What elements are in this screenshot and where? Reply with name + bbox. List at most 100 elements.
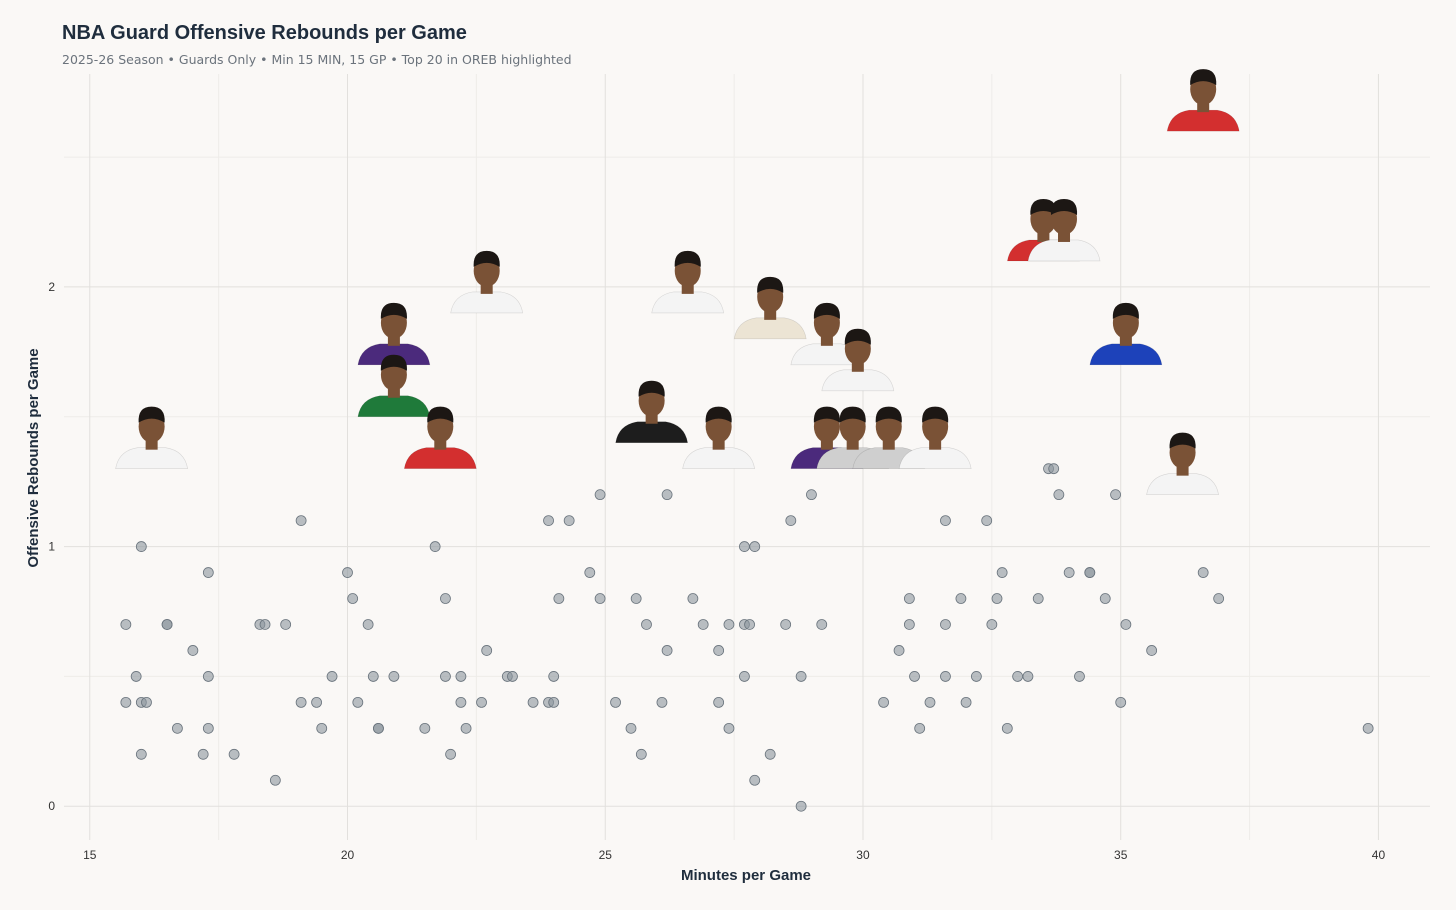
data-point: [749, 541, 761, 552]
highlighted-player-avatar: [898, 406, 972, 469]
data-point: [362, 619, 374, 630]
data-point: [739, 671, 750, 682]
hair-shape: [875, 406, 902, 423]
y-tick-label: 1: [48, 540, 55, 554]
highlighted-player-avatar: [450, 250, 524, 314]
neck-shape: [929, 440, 942, 450]
data-point: [429, 541, 441, 552]
hair-shape: [473, 250, 500, 267]
data-point: [172, 722, 183, 734]
data-point: [311, 696, 322, 708]
data-point: [476, 696, 487, 708]
data-point: [1063, 567, 1075, 578]
jersey-shape: [403, 447, 477, 469]
neck-shape: [387, 336, 400, 346]
data-point: [903, 593, 915, 604]
jersey-shape: [1027, 239, 1101, 262]
data-point: [1012, 671, 1024, 682]
hair-shape: [757, 276, 784, 293]
data-point: [135, 748, 147, 760]
data-point: [553, 593, 565, 604]
data-point: [295, 515, 307, 527]
data-point: [347, 593, 359, 604]
neck-shape: [681, 284, 694, 294]
hair-shape: [138, 406, 165, 423]
highlighted-player-avatar: [651, 250, 725, 314]
neck-shape: [1197, 103, 1210, 113]
data-point: [981, 515, 993, 527]
data-point: [785, 515, 797, 527]
hair-shape: [813, 406, 840, 423]
hair-shape: [427, 406, 454, 423]
data-point: [630, 593, 642, 604]
highlighted-player-avatar: [1146, 432, 1219, 495]
data-point: [316, 722, 328, 734]
data-point: [367, 671, 379, 682]
highlighted-player-avatar: [357, 354, 431, 418]
data-point: [780, 619, 792, 630]
data-point: [991, 593, 1003, 604]
data-point: [295, 696, 307, 708]
x-tick-label: 20: [341, 848, 355, 862]
data-point: [764, 748, 776, 760]
jersey-shape: [615, 421, 688, 444]
jersey-shape: [357, 343, 431, 366]
data-point: [460, 722, 472, 734]
data-point: [744, 619, 755, 630]
y-tick-label: 2: [48, 280, 55, 294]
data-point: [548, 696, 560, 708]
neck-shape: [1058, 232, 1071, 242]
grid-layer: [64, 74, 1430, 840]
data-point: [440, 671, 451, 682]
data-point: [1197, 567, 1209, 578]
data-point: [280, 619, 292, 630]
data-point: [713, 645, 725, 656]
data-point: [1048, 463, 1060, 475]
data-point: [661, 645, 673, 656]
data-point: [1120, 619, 1132, 630]
data-point: [197, 748, 209, 760]
data-point: [1001, 722, 1013, 734]
data-point: [161, 619, 173, 630]
jersey-shape: [682, 447, 756, 469]
data-point: [202, 567, 214, 578]
x-axis-title: Minutes per Game: [681, 867, 811, 884]
hair-shape: [813, 302, 840, 319]
data-point: [903, 619, 915, 630]
data-point: [610, 696, 621, 708]
data-point: [1032, 593, 1044, 604]
data-point: [713, 696, 725, 708]
x-tick-label: 40: [1372, 848, 1386, 862]
data-point: [120, 619, 132, 630]
data-point: [1099, 593, 1111, 604]
x-tick-label: 25: [599, 848, 613, 862]
data-point: [202, 722, 214, 734]
data-point: [940, 515, 951, 527]
data-point: [625, 722, 637, 734]
data-point: [342, 567, 353, 578]
highlighted-player-avatar: [682, 406, 756, 469]
data-point: [806, 489, 817, 501]
data-point: [723, 722, 735, 734]
neck-shape: [712, 440, 725, 450]
data-point: [970, 671, 982, 682]
highlighted-player-avatar: [403, 406, 477, 469]
data-point: [661, 489, 673, 501]
hair-shape: [1169, 432, 1196, 449]
data-point: [326, 671, 338, 682]
data-point: [120, 696, 132, 708]
data-point: [739, 541, 750, 552]
hair-shape: [1190, 69, 1217, 86]
data-point: [141, 696, 152, 708]
data-point: [1110, 489, 1121, 501]
data-point: [955, 593, 967, 604]
data-point: [749, 774, 761, 786]
hair-shape: [1050, 198, 1078, 215]
data-point: [594, 489, 606, 501]
highlighted-player-avatar: [357, 302, 431, 366]
data-point: [656, 696, 668, 708]
data-point: [202, 671, 214, 682]
neck-shape: [1037, 232, 1050, 242]
hair-shape: [380, 354, 407, 371]
